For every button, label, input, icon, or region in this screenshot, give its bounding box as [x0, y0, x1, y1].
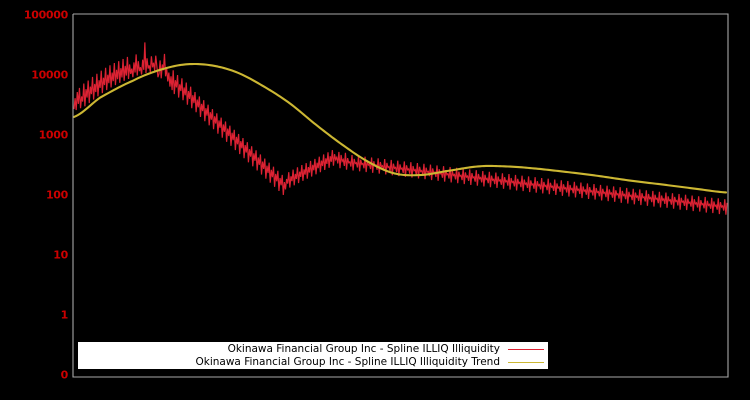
y-tick-0: 0 [60, 368, 69, 382]
y-axis-tick-labels: 100000 10000 1000 100 10 1 0 [0, 0, 68, 400]
plot-frame [72, 13, 729, 378]
legend-swatch-series [508, 348, 544, 350]
legend-swatch-trend [508, 361, 544, 363]
illiquidity-series-line [73, 42, 728, 215]
y-tick-1000: 1000 [38, 128, 69, 142]
y-tick-10000: 10000 [31, 68, 68, 82]
legend-label-series: Okinawa Financial Group Inc - Spline ILL… [227, 343, 500, 355]
illiquidity-trend-line [72, 62, 728, 194]
chart-legend: Okinawa Financial Group Inc - Spline ILL… [78, 342, 548, 369]
y-tick-10: 10 [53, 248, 68, 262]
legend-entry-trend: Okinawa Financial Group Inc - Spline ILL… [78, 356, 544, 369]
legend-entry-series: Okinawa Financial Group Inc - Spline ILL… [78, 343, 544, 356]
y-tick-100000: 100000 [23, 8, 68, 22]
y-tick-100: 100 [45, 188, 68, 202]
y-tick-1: 1 [60, 308, 69, 322]
legend-label-trend: Okinawa Financial Group Inc - Spline ILL… [195, 356, 500, 368]
